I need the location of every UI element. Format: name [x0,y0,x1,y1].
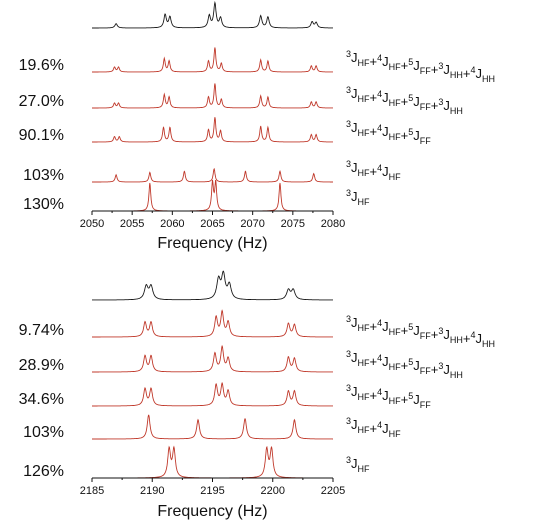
x-axis-tick-label: 2205 [321,485,345,497]
simulated-spectrum-line [92,381,333,407]
scaling-percent-label: 27.0% [19,93,64,110]
x-axis-title: Frequency (Hz) [157,503,267,520]
simulated-spectrum-line [92,414,333,440]
scaling-percent-label: 103% [23,167,64,184]
scaling-percent-label: 103% [23,424,64,441]
x-axis-tick-label: 2075 [281,218,305,230]
spectrum-panel-1: 19.6% 3JHF+4JHF+5JFF+3JHH+4JHH 27.0% 3JHF+4… [19,0,495,252]
x-axis-tick-label: 2195 [200,485,224,497]
coupling-terms-label: 3JHF [346,455,370,474]
simulated-spectrum-line [92,83,333,109]
x-axis-tick-label: 2080 [321,218,345,230]
coupling-terms-label: 3JHF+4JHF+5JFF [346,383,431,410]
coupling-terms-label: 3JHF [346,188,370,207]
experimental-spectrum-line [92,0,333,29]
experimental-spectrum-line [92,270,333,301]
simulated-spectrum-line [92,167,333,183]
coupling-terms-label: 3JHF+4JHF+5JFF+3JHH [346,349,463,380]
x-axis-tick-label: 2055 [120,218,144,230]
scaling-percent-label: 126% [23,463,64,480]
coupling-terms-label: 3JHF+4JHF [346,416,401,439]
simulated-spectrum-line [92,309,333,338]
coupling-terms-label: 3JHF+4JHF [346,159,401,182]
x-axis-tick-label: 2070 [240,218,264,230]
coupling-terms-label: 3JHF+4JHF+5JFF+3JHH+4JHH [346,314,495,349]
simulated-spectrum-line [92,117,333,143]
scaling-percent-label: 130% [23,196,64,213]
scaling-percent-label: 28.9% [19,357,64,374]
x-axis-title: Frequency (Hz) [157,235,267,252]
coupling-terms-label: 3JHF+4JHF+5JFF [346,119,431,146]
x-axis-tick-label: 2190 [140,485,164,497]
x-axis-tick-label: 2200 [261,485,285,497]
coupling-terms-label: 3JHF+4JHF+5JFF+3JHH [346,85,463,116]
x-axis-tick-label: 2050 [80,218,104,230]
coupling-terms-label: 3JHF+4JHF+5JFF+3JHH+4JHH [346,49,495,84]
spectrum-panel-2: 9.74% 3JHF+4JHF+5JFF+3JHH+4JHH 28.9% 3JHF+4… [19,270,495,520]
scaling-percent-label: 90.1% [19,127,64,144]
scaling-percent-label: 34.6% [19,391,64,408]
scaling-percent-label: 9.74% [19,322,64,339]
scaling-percent-label: 19.6% [19,57,64,74]
x-axis-tick-label: 2060 [160,218,184,230]
simulated-spectrum-line [92,47,333,73]
x-axis-tick-label: 2065 [200,218,224,230]
simulated-spectrum-line [92,445,333,479]
simulated-spectrum-line [92,344,333,373]
simulated-spectrum-line [92,179,333,212]
x-axis-tick-label: 2185 [80,485,104,497]
